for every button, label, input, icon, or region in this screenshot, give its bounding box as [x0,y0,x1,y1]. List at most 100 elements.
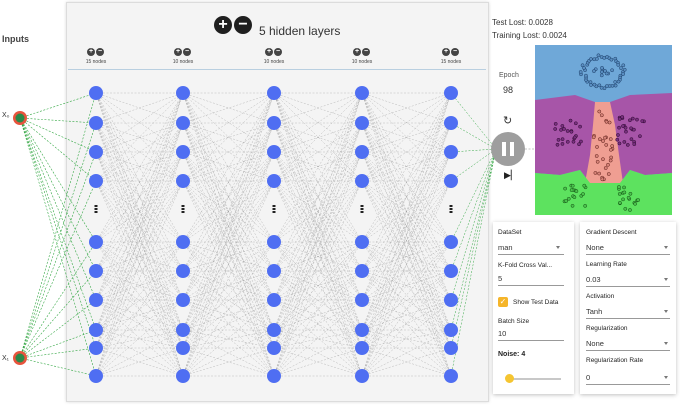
add-layer-button[interactable]: + [214,16,232,34]
data-point [595,145,599,149]
hidden-node[interactable] [176,116,190,130]
hidden-node[interactable] [176,235,190,249]
learning-rate-caret-icon[interactable] [664,278,668,281]
hidden-node[interactable] [267,235,281,249]
add-node-button-layer-1[interactable]: + [87,48,95,56]
gradient-descent-value[interactable]: None [586,243,604,252]
hidden-node[interactable] [176,341,190,355]
hidden-node[interactable] [89,235,103,249]
hidden-node[interactable] [89,264,103,278]
data-point [577,142,581,147]
input-node[interactable] [15,353,25,363]
data-point [604,119,609,124]
hidden-node[interactable] [89,323,103,337]
hidden-node[interactable] [444,341,458,355]
hidden-node[interactable] [444,116,458,130]
show-test-checkbox[interactable]: ✓ [498,297,508,307]
hidden-edge [95,241,184,377]
hidden-node[interactable] [176,264,190,278]
hidden-node[interactable] [89,293,103,307]
data-point [568,118,573,123]
hidden-node[interactable] [89,145,103,159]
data-point [592,69,596,73]
data-point [606,162,610,167]
hidden-node[interactable] [267,86,281,100]
pause-button[interactable] [491,132,525,166]
hidden-node[interactable] [267,116,281,130]
show-test-label: Show Test Data [513,299,559,306]
add-node-button-layer-5[interactable]: + [442,48,450,56]
input-edge [19,117,97,153]
hidden-node[interactable] [355,293,369,307]
hidden-node[interactable] [267,341,281,355]
hidden-node[interactable] [444,293,458,307]
remove-layer-button[interactable]: − [234,16,252,34]
hidden-node[interactable] [176,323,190,337]
dataset-select-value[interactable]: man [498,243,513,252]
hidden-node[interactable] [89,341,103,355]
hidden-node[interactable] [355,341,369,355]
hidden-node[interactable] [355,323,369,337]
hidden-node[interactable] [176,293,190,307]
hidden-node[interactable] [444,323,458,337]
hidden-edge [182,122,275,331]
remove-node-button-layer-1[interactable]: − [96,48,104,56]
remove-node-button-layer-5[interactable]: − [451,48,459,56]
learning-rate-value[interactable]: 0.03 [586,275,601,284]
data-point [599,113,604,118]
hidden-node[interactable] [444,145,458,159]
hidden-edge [95,151,184,182]
hidden-node[interactable] [89,174,103,188]
data-point [615,137,620,142]
gradient-descent-caret-icon[interactable] [664,246,668,249]
hidden-node[interactable] [444,235,458,249]
hidden-node[interactable] [89,86,103,100]
hidden-node[interactable] [355,145,369,159]
hidden-node[interactable] [355,116,369,130]
hidden-node[interactable] [355,264,369,278]
regularization-rate-value[interactable]: 0 [586,373,591,382]
hidden-node[interactable] [267,293,281,307]
noise-slider-thumb[interactable] [504,374,514,383]
add-node-button-layer-2[interactable]: + [174,48,182,56]
add-node-button-layer-4[interactable]: + [353,48,361,56]
hidden-node[interactable] [444,86,458,100]
activation-caret-icon[interactable] [664,310,668,313]
hidden-node[interactable] [267,174,281,188]
hidden-node[interactable] [444,264,458,278]
reset-icon[interactable]: ↻ [503,115,513,127]
hidden-node[interactable] [444,174,458,188]
batch-size-input[interactable]: 10 [498,329,507,338]
hidden-node[interactable] [355,174,369,188]
dataset-caret-icon[interactable] [556,246,560,249]
activation-value[interactable]: Tanh [586,307,603,316]
remove-node-button-layer-4[interactable]: − [362,48,370,56]
hidden-node[interactable] [176,145,190,159]
hidden-node[interactable] [267,264,281,278]
hidden-node[interactable] [267,369,281,383]
remove-node-button-layer-2[interactable]: − [183,48,191,56]
kfold-input[interactable]: 5 [498,274,503,283]
add-node-button-layer-3[interactable]: + [265,48,273,56]
hidden-node[interactable] [444,369,458,383]
hidden-node[interactable] [89,116,103,130]
hidden-node[interactable] [267,323,281,337]
hidden-node[interactable] [355,235,369,249]
hidden-edge [361,122,452,272]
hidden-node[interactable] [176,174,190,188]
regularization-value[interactable]: None [586,339,604,348]
hidden-node[interactable] [176,86,190,100]
hidden-node[interactable] [267,145,281,159]
hidden-node[interactable] [89,369,103,383]
remove-node-button-layer-3[interactable]: − [274,48,282,56]
input-node[interactable] [15,113,25,123]
hidden-node[interactable] [355,86,369,100]
hidden-edge [361,122,452,272]
hidden-node[interactable] [176,369,190,383]
step-forward-icon[interactable]: ▶▏ [504,170,518,180]
hidden-edge [361,270,452,349]
hidden-node[interactable] [355,369,369,383]
noise-slider-track[interactable] [507,378,561,380]
regularization-caret-icon[interactable] [664,342,668,345]
regularization-rate-caret-icon[interactable] [664,376,668,379]
